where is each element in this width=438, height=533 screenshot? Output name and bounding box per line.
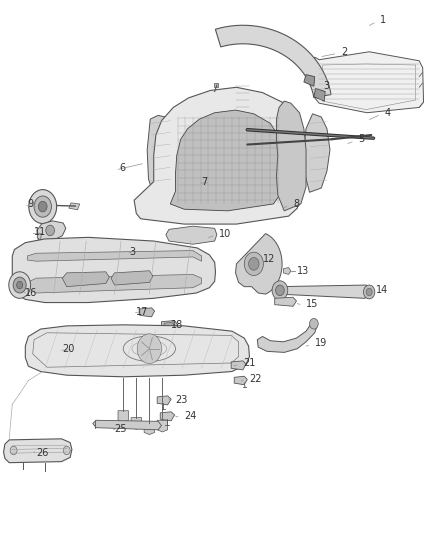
Polygon shape xyxy=(12,237,215,303)
Polygon shape xyxy=(69,203,80,210)
Circle shape xyxy=(63,446,70,455)
Text: 4: 4 xyxy=(385,108,391,118)
Polygon shape xyxy=(170,110,282,211)
Polygon shape xyxy=(118,411,128,422)
Polygon shape xyxy=(314,88,325,101)
Text: 17: 17 xyxy=(136,306,148,317)
Polygon shape xyxy=(157,396,171,405)
Polygon shape xyxy=(4,439,72,463)
Polygon shape xyxy=(147,115,173,192)
Circle shape xyxy=(29,190,57,223)
Text: 15: 15 xyxy=(306,298,318,309)
Polygon shape xyxy=(120,246,138,262)
Text: 23: 23 xyxy=(176,395,188,405)
Polygon shape xyxy=(214,83,218,87)
Polygon shape xyxy=(25,325,250,377)
Circle shape xyxy=(10,446,17,455)
Polygon shape xyxy=(283,268,291,274)
Polygon shape xyxy=(37,221,66,241)
Polygon shape xyxy=(162,320,178,330)
Text: 24: 24 xyxy=(184,411,197,421)
Polygon shape xyxy=(111,271,153,285)
Polygon shape xyxy=(28,274,201,293)
Text: 7: 7 xyxy=(201,176,208,187)
Polygon shape xyxy=(134,87,301,224)
Circle shape xyxy=(39,201,47,212)
Circle shape xyxy=(13,277,26,293)
Text: 1: 1 xyxy=(380,15,386,25)
Circle shape xyxy=(364,285,375,299)
Polygon shape xyxy=(314,52,424,113)
Text: 19: 19 xyxy=(315,338,327,349)
Polygon shape xyxy=(257,324,317,352)
Text: 8: 8 xyxy=(293,199,299,209)
Text: 20: 20 xyxy=(62,344,75,354)
Polygon shape xyxy=(304,114,330,192)
Text: 5: 5 xyxy=(358,134,364,144)
Circle shape xyxy=(276,285,284,296)
Text: 3: 3 xyxy=(130,247,136,257)
Polygon shape xyxy=(166,226,217,244)
Polygon shape xyxy=(275,297,297,306)
Text: 13: 13 xyxy=(297,266,310,276)
Polygon shape xyxy=(316,72,319,82)
Circle shape xyxy=(249,257,259,270)
Circle shape xyxy=(17,281,23,289)
Text: 21: 21 xyxy=(243,358,255,368)
Polygon shape xyxy=(140,308,155,317)
Circle shape xyxy=(310,318,318,329)
Polygon shape xyxy=(234,376,247,385)
Circle shape xyxy=(272,281,288,300)
Text: 16: 16 xyxy=(25,288,38,298)
Text: 11: 11 xyxy=(34,227,46,237)
Text: 2: 2 xyxy=(341,47,347,56)
Text: 18: 18 xyxy=(171,320,184,330)
Text: 22: 22 xyxy=(250,374,262,384)
Text: 3: 3 xyxy=(323,81,329,91)
Circle shape xyxy=(46,225,54,236)
Text: 6: 6 xyxy=(119,164,125,173)
Polygon shape xyxy=(215,25,331,98)
Circle shape xyxy=(34,196,51,217)
Circle shape xyxy=(137,334,162,364)
Polygon shape xyxy=(93,420,162,430)
Polygon shape xyxy=(131,418,141,429)
Polygon shape xyxy=(278,285,372,298)
Polygon shape xyxy=(236,233,282,294)
Circle shape xyxy=(9,272,31,298)
Polygon shape xyxy=(304,75,315,86)
Text: 25: 25 xyxy=(115,424,127,434)
Polygon shape xyxy=(37,233,42,240)
Circle shape xyxy=(244,252,263,276)
Text: 9: 9 xyxy=(28,199,34,209)
Text: 12: 12 xyxy=(262,254,275,263)
Polygon shape xyxy=(160,412,175,421)
Polygon shape xyxy=(157,420,168,432)
Text: 10: 10 xyxy=(219,229,231,239)
Polygon shape xyxy=(276,101,306,211)
Polygon shape xyxy=(164,322,174,328)
Polygon shape xyxy=(28,251,201,261)
Polygon shape xyxy=(124,251,134,260)
Polygon shape xyxy=(62,272,110,287)
Circle shape xyxy=(366,288,372,296)
Text: 26: 26 xyxy=(36,448,49,458)
Polygon shape xyxy=(144,423,155,434)
Polygon shape xyxy=(231,361,246,370)
Text: 14: 14 xyxy=(376,285,388,295)
